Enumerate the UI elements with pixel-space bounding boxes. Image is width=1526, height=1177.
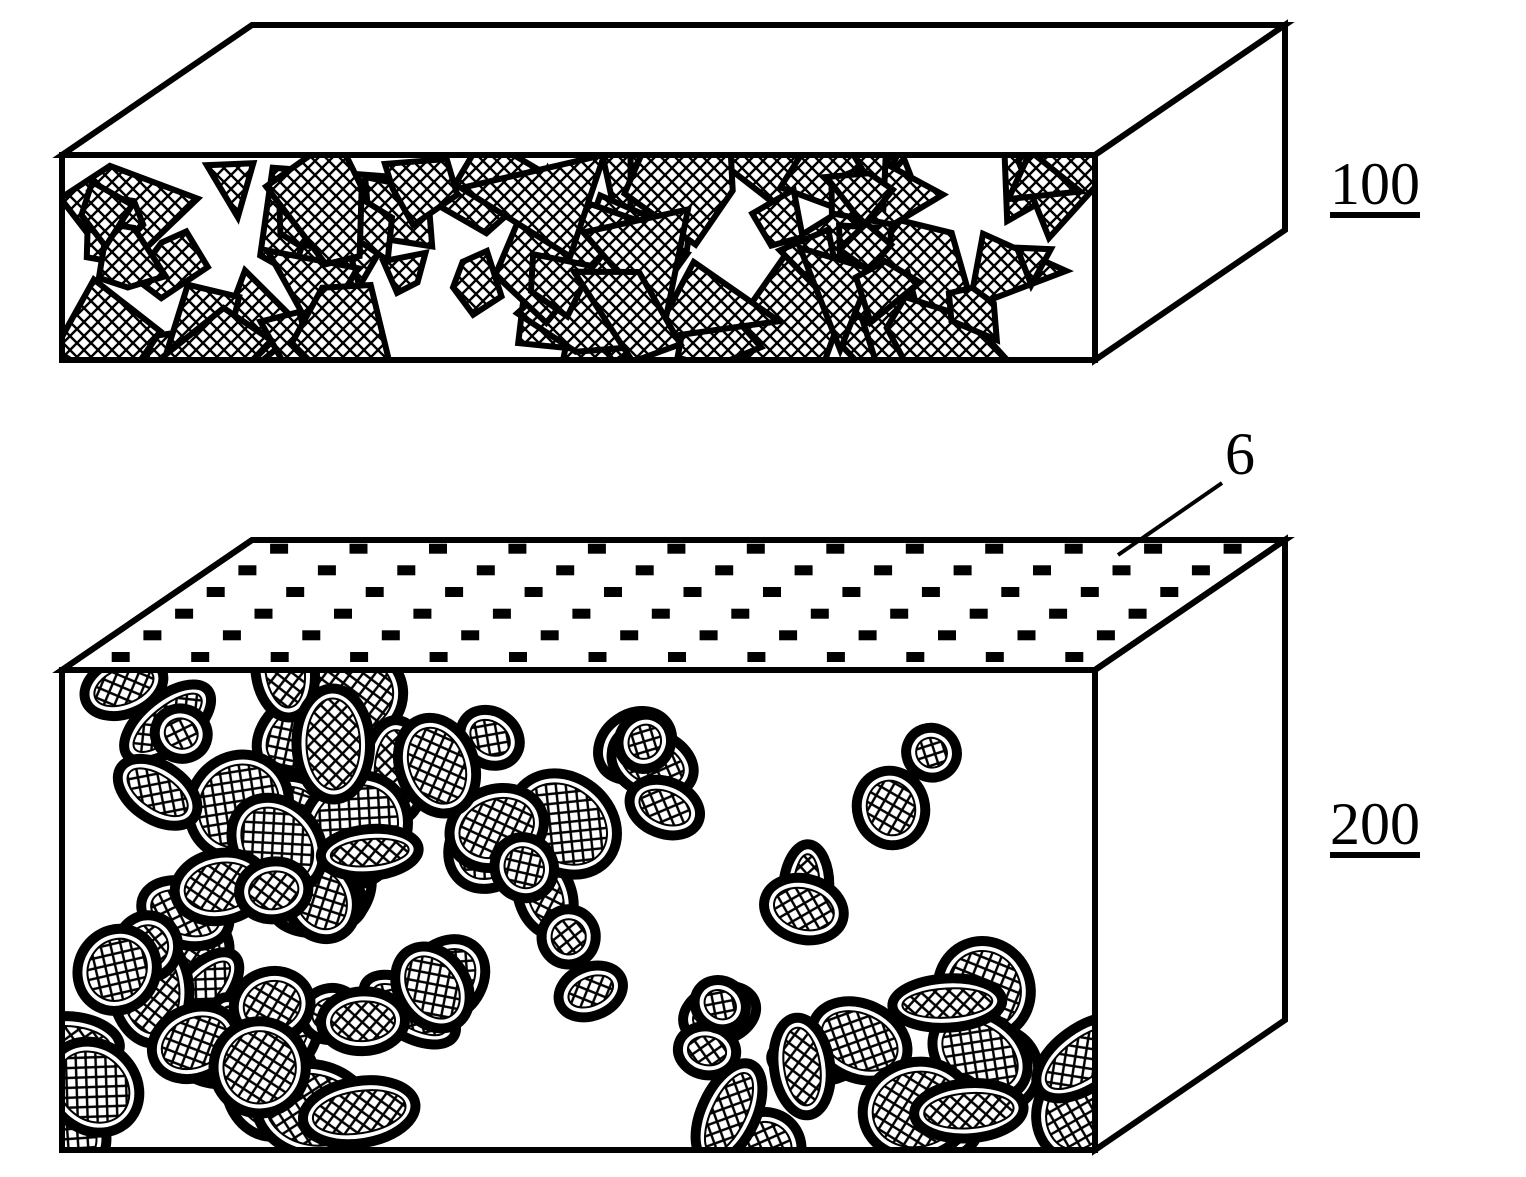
figure-svg bbox=[0, 0, 1526, 1177]
bottom-block bbox=[0, 540, 1285, 1177]
top-block bbox=[55, 25, 1285, 406]
